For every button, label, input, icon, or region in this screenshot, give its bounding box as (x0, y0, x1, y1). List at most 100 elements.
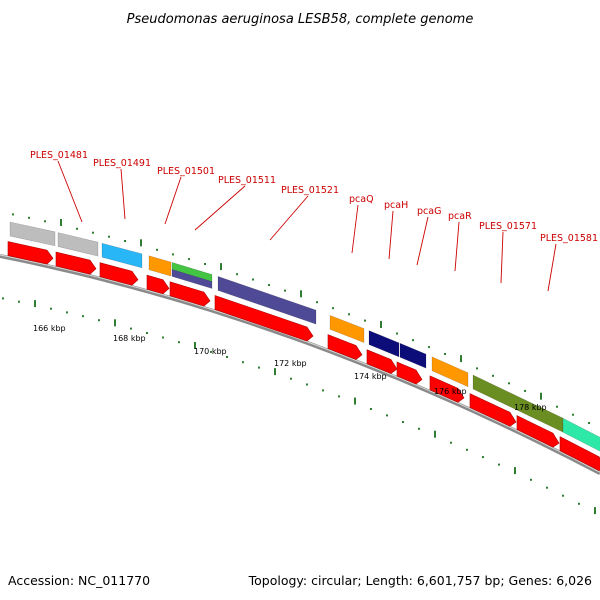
cds-arrow (366, 349, 398, 374)
outer-dot (476, 367, 478, 370)
inner-dot (530, 478, 532, 481)
cyan-feature-block (101, 242, 143, 269)
orange-feature-block (431, 356, 469, 388)
cds-arrow (169, 281, 211, 307)
inner-dot (498, 463, 500, 466)
inner-dot (66, 311, 68, 314)
outer-dot (572, 413, 574, 416)
cds-arrow (7, 241, 54, 265)
outer-dot (108, 235, 110, 238)
inner-major-tick (34, 300, 36, 308)
gene-label[interactable]: PLES_01571 (479, 221, 537, 232)
orange-feature-block (329, 315, 365, 343)
leader-line (547, 243, 557, 292)
outer-dot (444, 353, 446, 355)
outer-dot (44, 220, 46, 223)
inner-major-tick (114, 319, 116, 327)
outer-dot (188, 258, 190, 261)
cds-arrow-track (7, 241, 600, 472)
outer-dot (28, 216, 30, 219)
tick-label: 170 kbp (194, 347, 227, 356)
cds-arrow (214, 295, 314, 342)
inner-dot (258, 366, 260, 369)
gene-label[interactable]: PLES_01491 (93, 158, 151, 169)
gene-label[interactable]: pcaH (384, 200, 408, 211)
leader-line (388, 210, 394, 260)
inner-dot (18, 300, 20, 303)
inner-scale-dots (2, 297, 596, 515)
leader-line (454, 221, 460, 272)
outer-dot (124, 240, 126, 242)
purple-feature-block (171, 269, 213, 289)
outer-dot (204, 263, 206, 265)
inner-dot (130, 327, 132, 330)
inner-dot (482, 456, 484, 459)
leader-line (57, 160, 83, 223)
inner-dot (402, 421, 404, 423)
label-leader-lines (57, 160, 557, 292)
gene-label[interactable]: PLES_01511 (218, 175, 276, 186)
inner-dot (82, 315, 84, 318)
inner-dot (146, 332, 148, 334)
inner-major-tick (194, 342, 196, 349)
cds-arrow (99, 262, 139, 286)
leader-line (416, 216, 429, 266)
cds-arrow (55, 251, 97, 275)
outer-dot (364, 319, 366, 322)
tick-label: 178 kbp (514, 403, 547, 412)
inner-dot (370, 408, 372, 410)
gene-label[interactable]: PLES_01581 (540, 233, 598, 244)
orange-feature-block (148, 255, 172, 277)
outer-major-tick (140, 239, 142, 247)
inner-dot (290, 377, 292, 380)
gene-label[interactable]: pcaR (448, 211, 472, 222)
inner-dot (578, 502, 580, 505)
inner-dot (386, 414, 388, 417)
gene-label[interactable]: pcaG (417, 206, 441, 217)
cds-arrow (396, 361, 423, 385)
gene-label[interactable]: pcaQ (349, 194, 374, 205)
cds-arrow (146, 274, 170, 295)
backbone-highlight (0, 254, 600, 473)
teal-feature-block (562, 417, 600, 454)
inner-major-tick (514, 467, 516, 475)
outer-dot (92, 231, 94, 234)
inner-dot (98, 319, 100, 322)
inner-dot (242, 361, 244, 364)
inner-dot (450, 441, 452, 444)
outer-dot (284, 289, 286, 292)
cds-arrow (327, 334, 363, 360)
gene-label[interactable]: PLES_01521 (281, 185, 339, 196)
gene-labels: PLES_01481 PLES_01491 PLES_01501 PLES_01… (30, 150, 598, 244)
outer-dot (428, 346, 430, 349)
outer-dot (252, 278, 254, 281)
leader-line (194, 185, 246, 231)
outer-dot (332, 307, 334, 310)
outer-dot (588, 422, 590, 424)
grey-feature-block (57, 232, 99, 257)
outer-major-tick (460, 355, 462, 363)
outer-major-tick (60, 219, 62, 226)
outer-dot (12, 213, 14, 216)
navy-feature-block (368, 330, 400, 358)
navy-feature-block (399, 342, 427, 369)
outer-major-tick (220, 263, 222, 271)
inner-dot (2, 297, 4, 300)
grey-feature-block (9, 221, 56, 247)
outer-dot (236, 273, 238, 276)
outer-major-tick (300, 290, 302, 298)
outer-dot (76, 227, 78, 230)
gene-label[interactable]: PLES_01501 (157, 166, 215, 177)
cds-arrow (559, 436, 600, 472)
inner-dot (322, 389, 324, 392)
inner-dot (562, 494, 564, 497)
outer-dot (156, 248, 158, 251)
leader-line (500, 231, 504, 284)
leader-line (120, 168, 126, 220)
cds-arrow (429, 375, 465, 403)
outer-dot (412, 339, 414, 342)
gene-label[interactable]: PLES_01481 (30, 150, 88, 161)
inner-major-tick (274, 368, 276, 376)
inner-dot (178, 341, 180, 344)
